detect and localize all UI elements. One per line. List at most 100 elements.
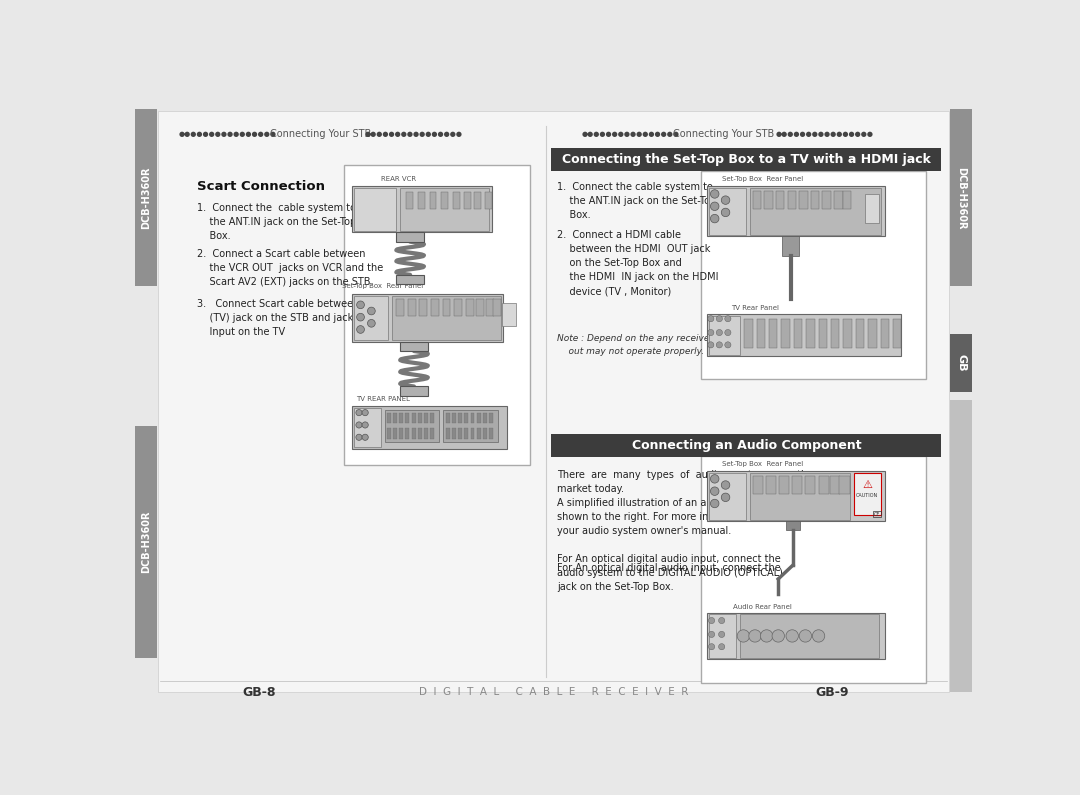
Circle shape (786, 630, 798, 642)
Bar (868, 319, 877, 348)
Bar (384, 409, 438, 442)
Bar (453, 192, 460, 208)
Bar (393, 428, 397, 439)
Text: Set-Top Box  Rear Panel: Set-Top Box Rear Panel (723, 176, 804, 182)
Bar (551, 434, 941, 457)
Text: Set-Top Box  Rear Panel: Set-Top Box Rear Panel (723, 461, 804, 467)
Bar (406, 192, 414, 208)
Bar (405, 428, 409, 439)
Bar (464, 192, 471, 208)
Bar (750, 188, 881, 235)
Bar (782, 236, 799, 255)
Bar (701, 171, 926, 378)
Text: 1.  Connect the  cable system to
    the ANT.IN jack on the Set-Top
    Box.: 1. Connect the cable system to the ANT.I… (197, 204, 356, 241)
Bar (707, 314, 901, 356)
Bar (806, 319, 814, 348)
Circle shape (707, 316, 714, 322)
Circle shape (356, 422, 362, 428)
Bar (744, 319, 753, 348)
Text: ●●●●●●●●●●●●●●●●: ●●●●●●●●●●●●●●●● (775, 131, 874, 137)
Bar (353, 296, 389, 340)
Circle shape (356, 434, 362, 440)
Text: DCB-H360R: DCB-H360R (956, 167, 967, 229)
Circle shape (716, 329, 723, 335)
Bar (396, 275, 424, 284)
Bar (471, 413, 474, 424)
Bar (873, 511, 880, 518)
Text: 3.   Connect Scart cable between AV1
    (TV) jack on the STB and jack Scart
   : 3. Connect Scart cable between AV1 (TV) … (197, 300, 381, 337)
Bar (819, 475, 828, 494)
Bar (430, 192, 436, 208)
Circle shape (367, 307, 375, 315)
Circle shape (718, 644, 725, 650)
Text: Audio Rear Panel: Audio Rear Panel (733, 603, 793, 610)
Circle shape (760, 630, 773, 642)
Circle shape (725, 316, 731, 322)
Bar (400, 342, 428, 351)
Bar (418, 413, 422, 424)
Bar (400, 188, 489, 231)
Text: CE: CE (874, 512, 880, 517)
Bar (854, 473, 881, 515)
Text: GB-9: GB-9 (815, 685, 849, 699)
Circle shape (711, 475, 719, 483)
Bar (839, 475, 850, 494)
Circle shape (711, 202, 719, 211)
Text: GB-8: GB-8 (242, 685, 275, 699)
Text: DCB-H360R: DCB-H360R (140, 167, 151, 229)
Circle shape (812, 630, 825, 642)
Bar (787, 191, 796, 209)
Bar (387, 413, 391, 424)
Bar (444, 409, 498, 442)
Circle shape (708, 631, 715, 638)
Bar (708, 473, 745, 520)
Circle shape (708, 618, 715, 623)
Bar (708, 316, 740, 355)
Bar (446, 428, 449, 439)
Bar (476, 428, 481, 439)
Bar (471, 428, 474, 439)
Bar (831, 319, 839, 348)
Text: Set-Top Box  Rear Panel: Set-Top Box Rear Panel (342, 282, 423, 289)
Text: 2.  Connect a HDMI cable
    between the HDMI  OUT jack
    on the Set-Top Box a: 2. Connect a HDMI cable between the HDMI… (557, 230, 719, 297)
Text: DCB-H360R: DCB-H360R (140, 510, 151, 573)
Bar (834, 191, 842, 209)
Text: ●●●●●●●●●●●●●●●●: ●●●●●●●●●●●●●●●● (179, 131, 276, 137)
Bar (707, 613, 886, 659)
Bar (502, 304, 516, 327)
Text: TV REAR PANEL: TV REAR PANEL (356, 396, 410, 401)
Circle shape (772, 630, 784, 642)
Bar (950, 334, 972, 392)
Circle shape (711, 487, 719, 495)
Bar (458, 428, 462, 439)
Bar (880, 319, 889, 348)
Text: TV Rear Panel: TV Rear Panel (731, 304, 779, 311)
Bar (775, 191, 784, 209)
Bar (753, 475, 762, 494)
Bar (451, 413, 456, 424)
Circle shape (362, 422, 368, 428)
Circle shape (362, 409, 368, 416)
Circle shape (718, 631, 725, 638)
Bar (474, 192, 482, 208)
Bar (701, 456, 926, 683)
Bar (446, 413, 449, 424)
Bar (345, 165, 530, 465)
Text: Connecting the Set-Top Box to a TV with a HDMI jack: Connecting the Set-Top Box to a TV with … (562, 153, 931, 166)
Text: 1.  Connect the cable system to
    the ANT.IN jack on the Set-Top
    Box.: 1. Connect the cable system to the ANT.I… (557, 181, 717, 219)
Circle shape (708, 644, 715, 650)
Circle shape (718, 618, 725, 623)
Bar (400, 386, 428, 396)
Bar (476, 413, 481, 424)
Bar (393, 413, 397, 424)
Bar (483, 428, 487, 439)
Text: Connecting Your STB: Connecting Your STB (270, 129, 372, 139)
Bar (419, 299, 428, 316)
Bar (489, 428, 494, 439)
Bar (424, 428, 428, 439)
Bar (443, 299, 450, 316)
Bar (387, 428, 391, 439)
Text: For An optical digital audio input, connect the: For An optical digital audio input, conn… (557, 563, 781, 572)
Bar (458, 413, 462, 424)
Bar (893, 319, 902, 348)
